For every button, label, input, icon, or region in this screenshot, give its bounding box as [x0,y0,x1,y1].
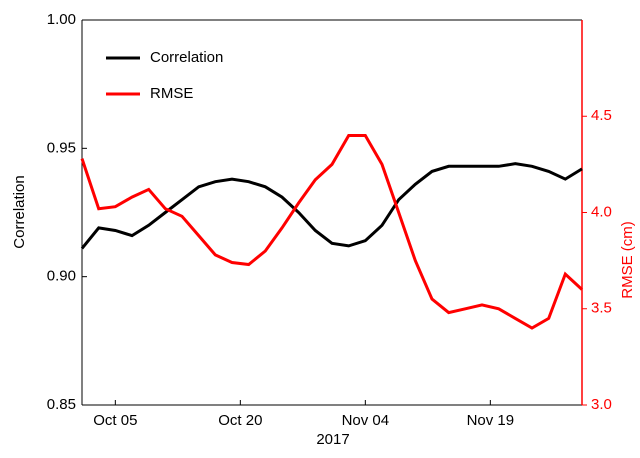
y2-tick-label: 3.0 [591,396,612,413]
y2-tick-label: 4.5 [591,107,612,124]
y-tick-label: 0.95 [47,139,76,156]
x-tick-label: Nov 04 [342,412,390,429]
x-axis-label: 2017 [316,431,349,448]
y2-tick-label: 4.0 [591,203,612,220]
y2-tick-label: 3.5 [591,300,612,317]
x-tick-label: Nov 19 [467,412,515,429]
line-series [80,162,583,250]
y-tick-label: 0.85 [47,396,76,413]
x-tick-label: Oct 05 [93,412,137,429]
x-tick-label: Oct 20 [218,412,262,429]
y-axis-label: Correlation [11,175,28,248]
y-tick-label: 0.90 [47,268,76,285]
legend-label: Correlation [150,49,223,66]
legend-label: RMSE [150,85,193,102]
y-tick-label: 1.00 [47,11,76,28]
y2-axis-label: RMSE (cm) [619,221,636,299]
line-series [80,134,584,330]
